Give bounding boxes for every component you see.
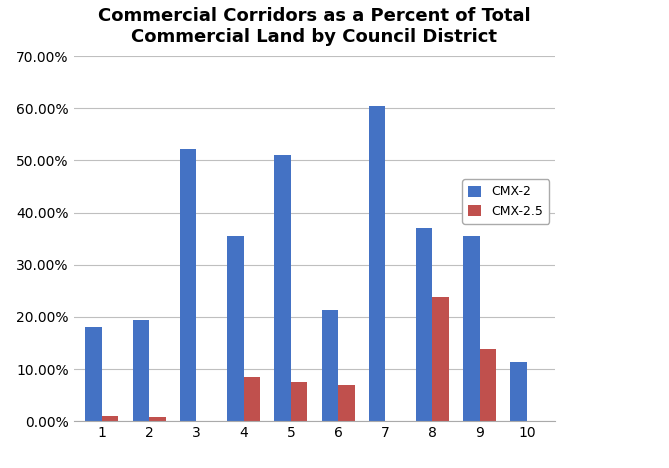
Bar: [480, 349, 496, 421]
Bar: [102, 416, 118, 421]
Bar: [432, 297, 449, 421]
Bar: [463, 235, 480, 421]
Bar: [369, 106, 385, 421]
Bar: [86, 327, 102, 421]
Bar: [338, 385, 355, 421]
Bar: [510, 362, 527, 421]
Title: Commercial Corridors as a Percent of Total
Commercial Land by Council District: Commercial Corridors as a Percent of Tot…: [98, 7, 531, 46]
Bar: [274, 155, 291, 421]
Bar: [322, 310, 338, 421]
Bar: [132, 320, 149, 421]
Bar: [149, 417, 166, 421]
Bar: [244, 377, 260, 421]
Bar: [291, 382, 307, 421]
Legend: CMX-2, CMX-2.5: CMX-2, CMX-2.5: [462, 179, 549, 224]
Bar: [416, 228, 432, 421]
Bar: [227, 236, 244, 421]
Bar: [180, 149, 197, 421]
